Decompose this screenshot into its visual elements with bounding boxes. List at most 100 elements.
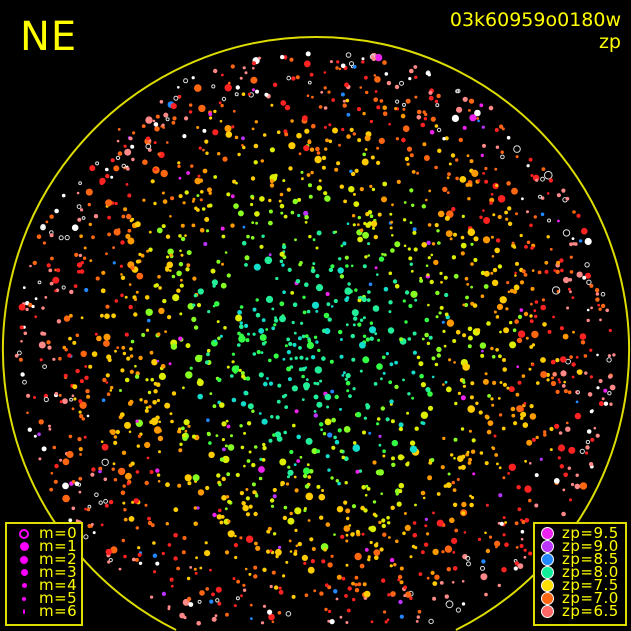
star-marker xyxy=(397,454,404,461)
star-marker xyxy=(179,442,183,446)
zp-color-swatch-icon xyxy=(540,528,554,539)
star-marker xyxy=(445,600,454,609)
star-marker xyxy=(275,415,280,420)
star-marker xyxy=(50,256,54,261)
star-marker xyxy=(571,237,575,241)
star-marker xyxy=(575,390,580,395)
star-marker xyxy=(341,374,345,377)
zp-label: zp=9.0 xyxy=(562,537,619,555)
star-marker xyxy=(467,405,476,413)
star-marker xyxy=(364,75,368,80)
star-marker xyxy=(453,232,457,237)
star-marker xyxy=(497,195,506,203)
star-marker xyxy=(95,276,100,281)
star-marker xyxy=(146,456,150,460)
star-marker xyxy=(84,365,88,368)
star-marker xyxy=(123,554,127,559)
star-marker xyxy=(441,550,445,554)
star-marker xyxy=(124,332,129,337)
star-marker xyxy=(58,393,62,397)
star-marker xyxy=(351,504,357,509)
star-marker xyxy=(480,353,485,358)
star-marker xyxy=(340,244,344,248)
star-marker xyxy=(295,544,299,548)
star-marker xyxy=(245,496,250,501)
star-marker xyxy=(348,61,355,67)
star-marker xyxy=(197,288,204,295)
star-marker xyxy=(497,583,501,588)
star-marker xyxy=(284,344,288,348)
star-marker xyxy=(477,179,481,182)
star-marker xyxy=(287,465,291,469)
star-marker xyxy=(410,269,414,273)
star-marker xyxy=(144,441,151,449)
star-marker xyxy=(576,213,581,218)
star-marker xyxy=(446,319,455,327)
star-marker xyxy=(456,106,463,113)
star-marker xyxy=(101,458,109,466)
star-marker xyxy=(315,146,320,152)
star-marker xyxy=(156,473,161,477)
star-marker xyxy=(488,535,493,539)
star-marker xyxy=(368,431,372,435)
star-marker xyxy=(494,128,499,132)
star-marker xyxy=(153,122,159,127)
star-marker xyxy=(549,247,553,251)
star-marker xyxy=(328,123,332,127)
star-marker xyxy=(374,53,383,62)
star-marker xyxy=(398,482,405,489)
star-marker xyxy=(471,438,476,443)
star-marker xyxy=(107,215,111,220)
star-marker xyxy=(357,322,362,327)
star-marker xyxy=(370,620,374,624)
star-marker xyxy=(431,375,435,379)
star-marker xyxy=(260,159,264,163)
star-marker xyxy=(467,344,472,349)
star-marker xyxy=(451,207,456,212)
star-marker xyxy=(402,107,406,111)
star-marker xyxy=(205,587,209,591)
star-marker xyxy=(105,167,109,172)
star-marker xyxy=(150,377,154,382)
star-marker xyxy=(268,438,273,443)
star-marker xyxy=(351,309,359,317)
star-marker xyxy=(391,203,394,207)
star-marker xyxy=(319,591,324,596)
star-marker xyxy=(216,473,221,478)
star-marker xyxy=(159,100,164,104)
zp-legend-item: zp=8.5 xyxy=(535,552,625,567)
star-marker xyxy=(461,454,466,459)
star-marker xyxy=(373,382,378,386)
star-marker xyxy=(323,547,327,552)
star-marker xyxy=(284,405,289,409)
star-marker xyxy=(389,399,394,404)
star-marker xyxy=(314,366,322,374)
star-marker xyxy=(127,228,132,233)
star-marker xyxy=(137,546,141,550)
star-marker xyxy=(145,406,149,410)
star-marker xyxy=(282,515,288,521)
star-marker xyxy=(329,60,333,64)
star-marker xyxy=(207,310,211,314)
star-marker xyxy=(405,98,411,104)
star-marker xyxy=(385,417,390,422)
star-marker xyxy=(121,214,126,219)
star-marker xyxy=(282,357,286,361)
star-marker xyxy=(129,369,134,374)
star-marker xyxy=(189,103,193,107)
star-marker xyxy=(468,457,472,462)
star-marker xyxy=(208,451,215,458)
star-marker xyxy=(221,476,226,482)
star-marker xyxy=(341,127,345,132)
star-marker xyxy=(459,176,467,183)
star-marker xyxy=(594,288,600,293)
star-marker xyxy=(362,430,366,435)
star-marker xyxy=(217,336,221,341)
star-marker xyxy=(493,434,497,438)
star-marker xyxy=(336,574,342,580)
star-marker xyxy=(344,594,348,598)
star-marker xyxy=(235,596,240,601)
star-marker xyxy=(546,378,550,382)
star-marker xyxy=(293,331,297,335)
star-marker xyxy=(264,92,269,97)
